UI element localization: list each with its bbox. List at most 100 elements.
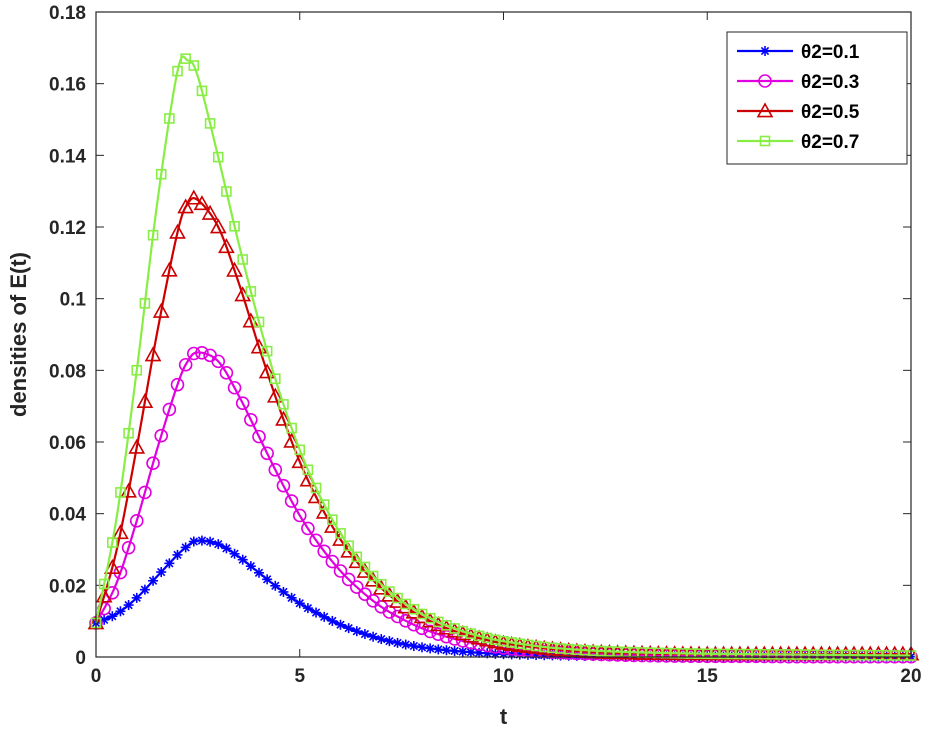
series-4-point xyxy=(856,649,868,661)
series-3-point xyxy=(177,198,195,214)
series-2-point xyxy=(268,463,283,477)
series-4-point xyxy=(693,648,705,659)
y-tick-label: 0.12 xyxy=(49,218,86,239)
series-4-point xyxy=(343,540,354,552)
series-4-point xyxy=(506,637,517,648)
legend-marker xyxy=(759,135,771,147)
series-1-point xyxy=(139,584,150,595)
legend-marker xyxy=(756,102,774,118)
series-4-point xyxy=(799,649,811,660)
series-2-point xyxy=(138,485,152,500)
series-3-point xyxy=(226,261,243,277)
y-tick-label: 0.1 xyxy=(60,290,87,311)
y-tick-label: 0.04 xyxy=(49,505,86,526)
series-2-point xyxy=(602,647,617,662)
series-4-point xyxy=(514,638,526,650)
series-1-point xyxy=(302,603,313,614)
series-4-point xyxy=(498,635,509,647)
x-tick-label: 5 xyxy=(294,666,305,687)
series-4-point xyxy=(595,645,607,657)
series-1-point xyxy=(262,574,273,585)
series-4-point xyxy=(384,586,395,597)
series-4-point xyxy=(188,60,200,71)
series-4-point xyxy=(457,625,469,637)
y-axis-label: densities of E(t) xyxy=(6,252,31,417)
legend-item-4: θ2=0.7 xyxy=(737,132,859,153)
series-4-point xyxy=(375,578,387,590)
series-4-point xyxy=(351,551,363,563)
series-2-point xyxy=(146,456,160,470)
axes-frame xyxy=(95,11,912,658)
series-4-point xyxy=(791,649,803,660)
series-1-point xyxy=(156,567,167,578)
series-2-point xyxy=(276,478,291,493)
series-2-point xyxy=(610,648,625,662)
legend-marker xyxy=(760,46,770,56)
series-4-point xyxy=(473,630,485,642)
series-1-point xyxy=(278,586,289,597)
legend-marker xyxy=(758,74,772,88)
series-4-point xyxy=(530,640,542,652)
series-4-point xyxy=(538,641,550,653)
series-4-point xyxy=(115,487,126,498)
series-4-point xyxy=(579,644,591,656)
series-2-point xyxy=(716,649,731,664)
series-2-point xyxy=(643,648,658,663)
series-2-point xyxy=(162,402,177,417)
series-2-point xyxy=(407,617,421,632)
series-4-point xyxy=(718,648,729,660)
series-4-point xyxy=(278,399,289,410)
series-1-point xyxy=(237,554,248,565)
series-3-point xyxy=(218,238,235,254)
series-4-point xyxy=(294,444,306,456)
series-4-point xyxy=(335,528,346,539)
series-2-point xyxy=(382,605,397,619)
series-1-point xyxy=(221,543,232,554)
y-tick-label: 0.16 xyxy=(49,75,86,96)
legend-item-2: θ2=0.3 xyxy=(737,72,859,93)
series-1-point xyxy=(131,592,142,603)
series-3-point xyxy=(201,204,219,220)
series-2-point xyxy=(700,649,715,664)
series-4-point xyxy=(139,298,151,309)
series-2-point xyxy=(219,366,234,380)
series-1-point xyxy=(270,580,281,591)
series-3-point xyxy=(128,438,146,454)
series-2-point xyxy=(301,521,315,536)
series-4-point xyxy=(367,570,379,582)
legend-label: θ2=0.5 xyxy=(801,102,860,123)
series-1-point xyxy=(205,536,216,547)
series-4-point xyxy=(807,649,819,661)
series-4-point xyxy=(204,118,216,129)
series-4-point xyxy=(726,648,738,660)
series-1-point xyxy=(408,641,419,652)
series-1-point xyxy=(376,634,387,645)
series-2-point xyxy=(227,380,242,395)
series-2-point xyxy=(235,396,250,411)
series-4-point xyxy=(359,561,371,573)
series-1-point xyxy=(457,646,468,657)
series-4-point xyxy=(131,365,143,376)
series-2-point xyxy=(211,354,226,369)
series-1-point xyxy=(433,644,444,655)
series-3-point xyxy=(103,558,121,574)
series-2-point xyxy=(390,609,405,624)
series-4-point xyxy=(269,373,281,385)
series-4-point xyxy=(449,623,460,634)
series-1-point xyxy=(319,611,330,622)
series-3 xyxy=(87,189,920,661)
series-1-point xyxy=(392,637,403,648)
series-3-point xyxy=(275,410,292,426)
series-3-point xyxy=(193,195,211,211)
series-2-point xyxy=(129,514,144,528)
series-4-point xyxy=(612,646,623,657)
series-1-point xyxy=(425,643,436,654)
y-tick-label: 0 xyxy=(75,648,86,669)
x-axis-label: t xyxy=(500,704,508,729)
x-tick-label: 0 xyxy=(91,666,102,687)
series-1-point xyxy=(286,592,297,603)
series-4-point xyxy=(873,649,884,661)
series-1-point xyxy=(213,539,224,550)
series-1-point xyxy=(180,542,191,553)
